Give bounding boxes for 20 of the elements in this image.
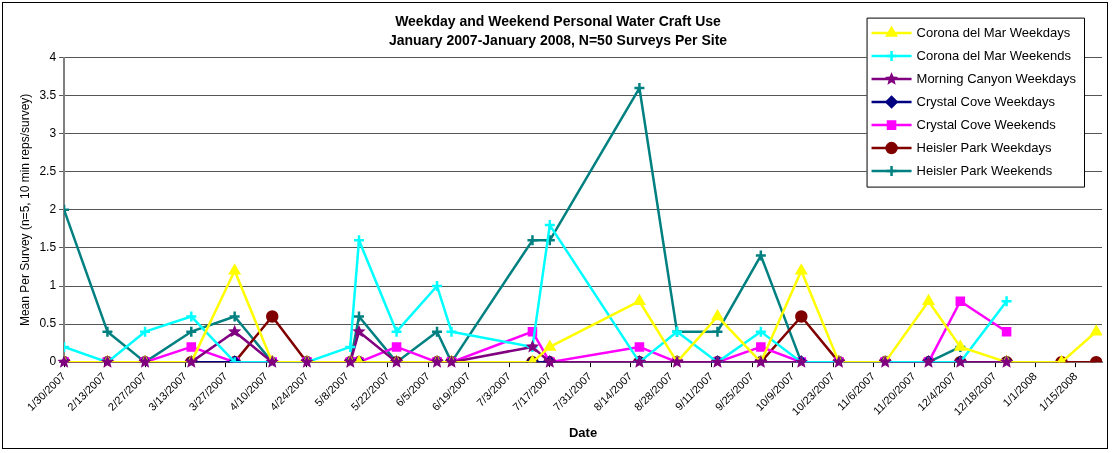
chart-title: Weekday and Weekend Personal Water Craft Use [395, 13, 722, 30]
legend-label: Morning Canyon Weekdays [916, 70, 1077, 86]
chart-subtitle: January 2007-January 2008, N=50 Surveys Per Site [388, 32, 728, 49]
y-tick-label: 3 [49, 126, 57, 141]
y-tick-label: 2.5 [39, 164, 57, 179]
y-tick-label: 3.5 [39, 87, 57, 102]
y-tick-label: 0 [49, 354, 57, 369]
y-tick-label: 1.5 [39, 240, 57, 255]
y-tick-label: 2 [49, 202, 57, 217]
legend-label: Crystal Cove Weekdays [916, 93, 1056, 109]
y-tick-label: 4 [49, 49, 57, 64]
legend-label: Heisler Park Weekends [916, 162, 1053, 178]
x-axis-title: Date [568, 424, 598, 440]
y-tick-label: 0.5 [39, 316, 57, 331]
legend-label: Crystal Cove Weekends [916, 116, 1057, 132]
y-tick-label: 1 [49, 278, 57, 293]
legend-label: Corona del Mar Weekends [916, 47, 1072, 63]
legend-label: Heisler Park Weekdays [916, 139, 1052, 155]
y-axis-title: Mean Per Survey (n=5, 10 min reps/survey) [17, 93, 32, 327]
legend-label: Corona del Mar Weekdays [916, 24, 1071, 40]
